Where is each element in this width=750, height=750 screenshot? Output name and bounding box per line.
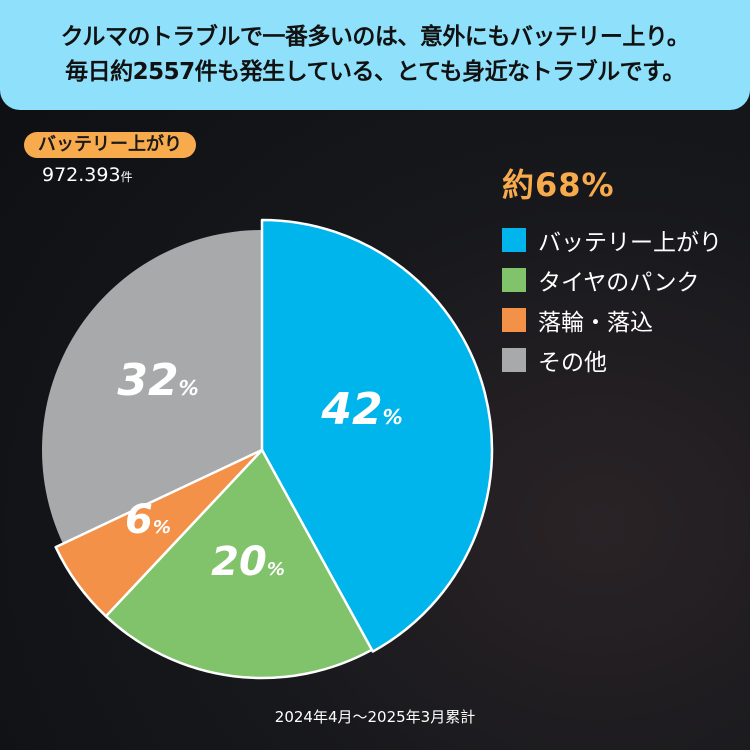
headline-banner: クルマのトラブルで一番多いのは、意外にもバッテリー上り。 毎日約2557件も発生… bbox=[0, 0, 750, 110]
headline-line-2: 毎日約2557件も発生している、とても身近なトラブルです。 bbox=[65, 59, 685, 85]
battery-count: 972.393件 bbox=[42, 164, 133, 186]
legend-swatch-icon bbox=[502, 308, 526, 332]
legend-item-battery: バッテリー上がり bbox=[502, 220, 722, 260]
legend-item-other: その他 bbox=[502, 340, 722, 380]
legend-label: タイヤのパンク bbox=[538, 270, 700, 296]
headline-line-1: クルマのトラブルで一番多いのは、意外にもバッテリー上り。 bbox=[60, 24, 690, 50]
slice-battery bbox=[260, 218, 494, 653]
chart-legend: バッテリー上がり タイヤのパンク 落輪・落込 その他 bbox=[502, 220, 722, 380]
count-value: 972.393 bbox=[42, 164, 121, 186]
slice-wheel-drop bbox=[54, 448, 264, 618]
legend-item-tire: タイヤのパンク bbox=[502, 260, 722, 300]
legend-label: 落輪・落込 bbox=[538, 310, 653, 336]
slice-label: 32% bbox=[117, 355, 198, 406]
slice-tire bbox=[104, 448, 374, 680]
legend-item-wheel-drop: 落輪・落込 bbox=[502, 300, 722, 340]
legend-swatch-icon bbox=[502, 228, 526, 252]
slice-other bbox=[41, 230, 263, 544]
legend-label: その他 bbox=[538, 350, 607, 376]
battery-badge: バッテリー上がり bbox=[24, 132, 196, 158]
count-unit: 件 bbox=[120, 170, 133, 184]
legend-swatch-icon bbox=[502, 348, 526, 372]
legend-label: バッテリー上がり bbox=[538, 230, 722, 256]
period-caption: 2024年4月～2025年3月累計 bbox=[274, 708, 476, 726]
legend-swatch-icon bbox=[502, 268, 526, 292]
headline-percentage: 約68% bbox=[502, 166, 615, 204]
